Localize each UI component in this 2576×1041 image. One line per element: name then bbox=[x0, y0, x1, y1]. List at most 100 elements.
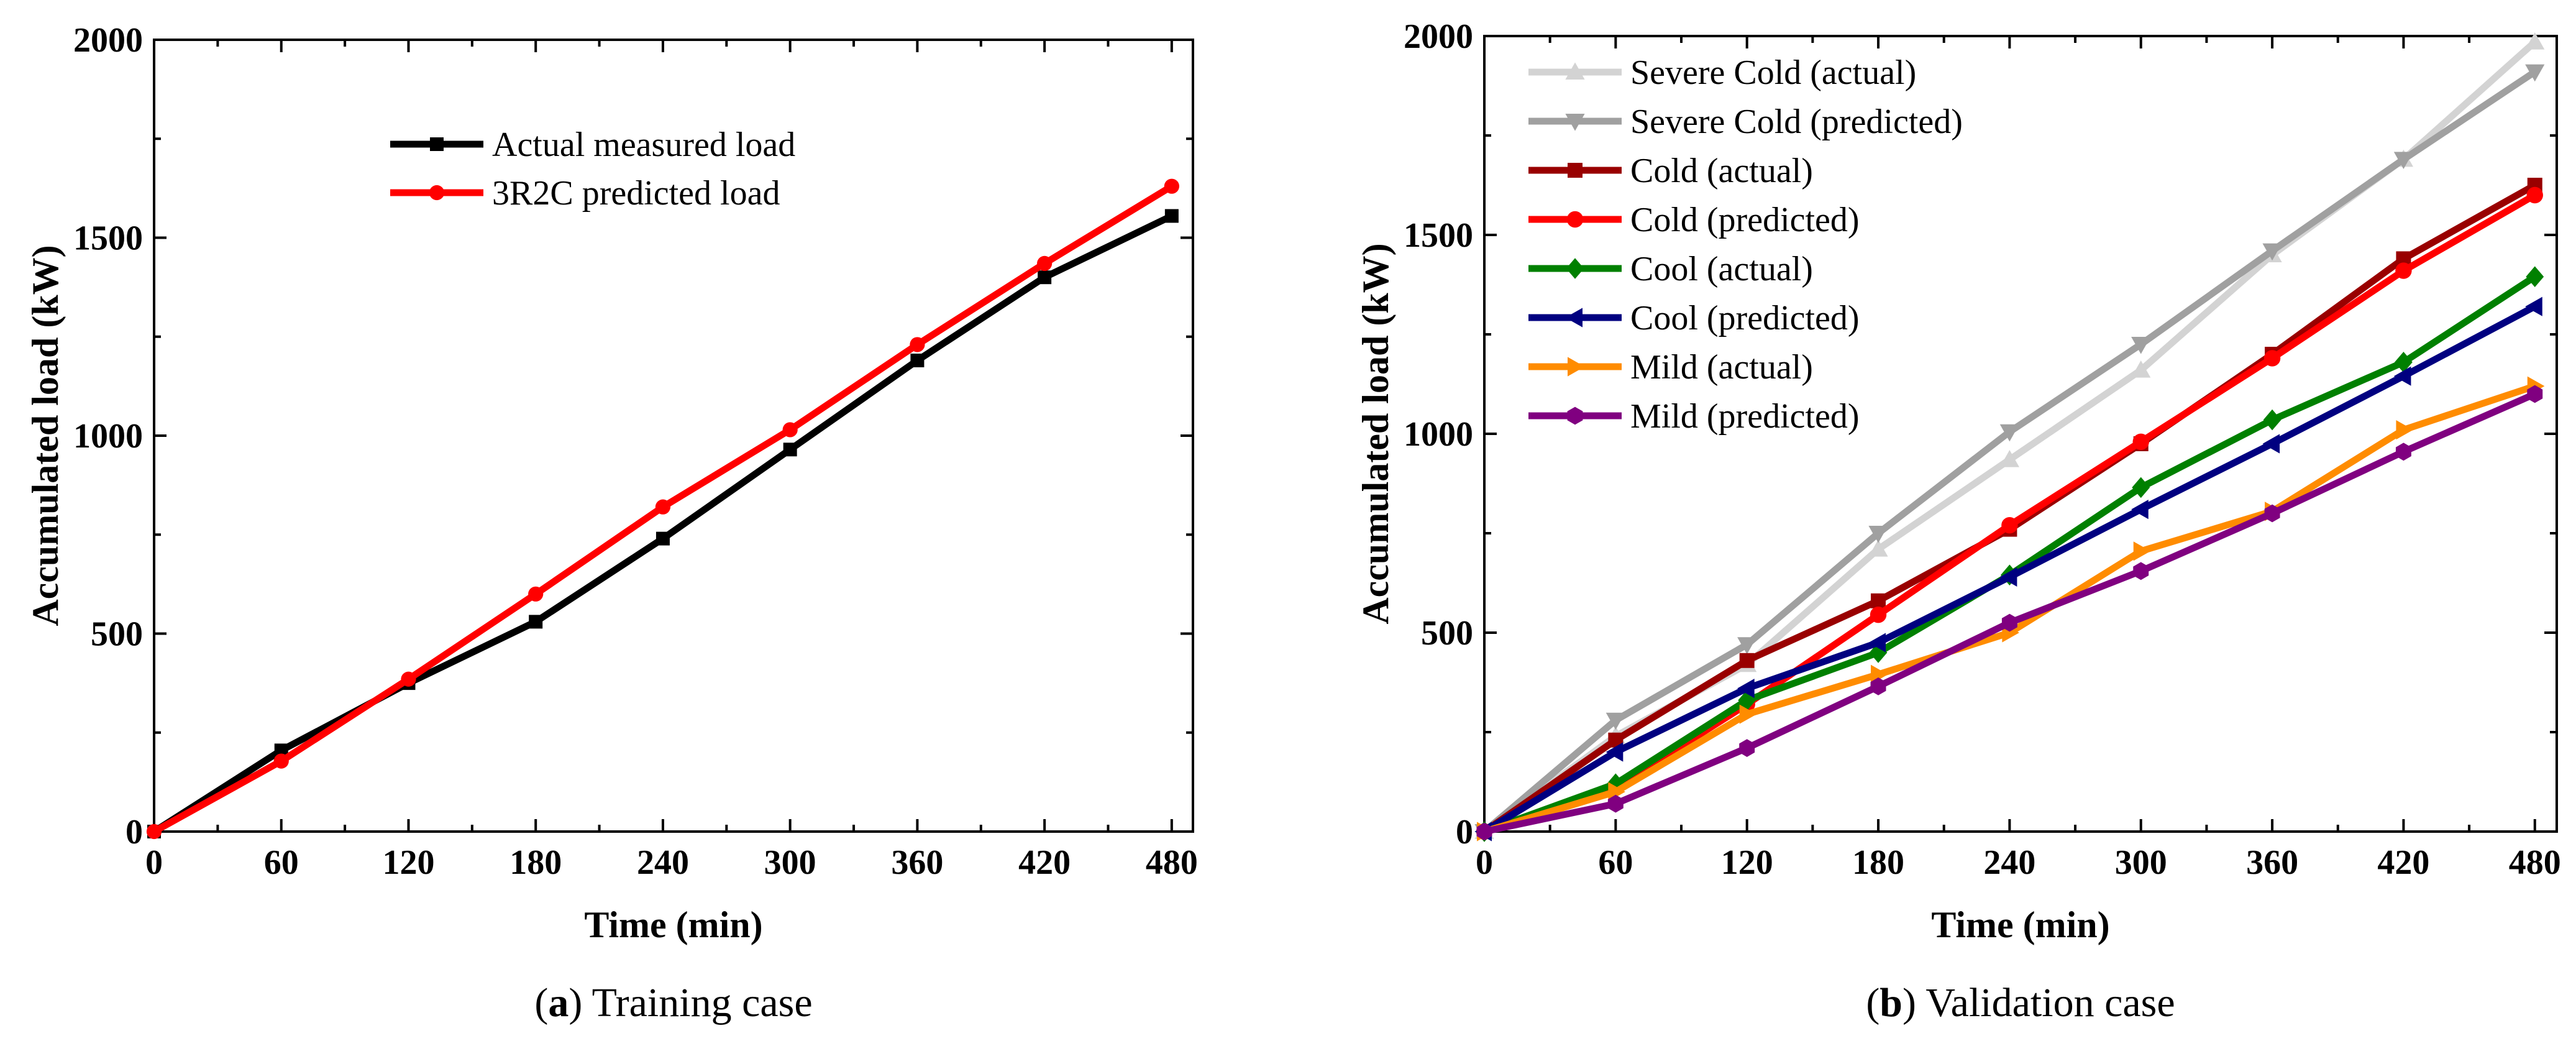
data-point-3r2c-predicted-load bbox=[401, 671, 416, 687]
x-tick-label: 420 bbox=[2377, 843, 2429, 882]
y-axis-title: Accumulated load (kW) bbox=[25, 245, 66, 626]
data-point-3r2c-predicted-load bbox=[1164, 178, 1179, 194]
data-point-severe-cold-predicted bbox=[2393, 152, 2414, 169]
data-point-cool-predicted bbox=[2525, 296, 2542, 316]
caption-paren-open: ( bbox=[1866, 980, 1879, 1025]
x-tick-label: 180 bbox=[1852, 843, 1904, 882]
legend-swatch-marker bbox=[1565, 308, 1583, 328]
data-point-severe-cold-predicted bbox=[2262, 243, 2282, 261]
caption-paren-open: ( bbox=[534, 980, 548, 1025]
legend-label: Cold (actual) bbox=[1630, 152, 1813, 190]
panel-a-training-case: 0 60 120 180 240 300 360 420 480 0 500 1000 1500 2000… bbox=[25, 21, 1198, 1025]
data-point-cool-predicted bbox=[1737, 679, 1755, 699]
data-point-actual-measured-load bbox=[1164, 209, 1179, 223]
y-tick-label: 500 bbox=[91, 615, 143, 654]
legend-swatch-marker bbox=[1565, 62, 1585, 80]
x-tick-label: 180 bbox=[509, 843, 562, 882]
legend-swatch-marker bbox=[1567, 406, 1583, 425]
data-point-cold-predicted bbox=[2263, 350, 2281, 367]
caption-letter: b bbox=[1879, 980, 1902, 1025]
y-tick-label: 1000 bbox=[73, 417, 143, 456]
legend-swatch-marker bbox=[429, 185, 445, 201]
data-point-actual-measured-load bbox=[1038, 270, 1052, 285]
y-tick-label: 500 bbox=[1421, 614, 1473, 653]
legend-swatch-marker bbox=[1568, 357, 1585, 377]
data-point-cold-predicted bbox=[2526, 186, 2543, 204]
series-line-actual-measured-load bbox=[150, 212, 1176, 835]
caption-letter: a bbox=[548, 980, 569, 1025]
x-tick-label: 120 bbox=[1721, 843, 1773, 882]
panel-caption: (b) Validation case bbox=[1866, 980, 2175, 1025]
x-tick-label: 60 bbox=[264, 843, 299, 882]
panel-b-validation-case: 0 60 120 180 240 300 360 420 480 0 500 1000 1500 2000… bbox=[1355, 17, 2561, 1025]
data-point-3r2c-predicted-load bbox=[782, 422, 798, 438]
x-tick-label: 240 bbox=[1983, 843, 2035, 882]
data-point-3r2c-predicted-load bbox=[655, 499, 671, 515]
data-point-3r2c-predicted-load bbox=[273, 753, 289, 769]
data-point-mild-predicted bbox=[2395, 443, 2411, 461]
y-tick-label: 1500 bbox=[73, 219, 143, 258]
legend-label: 3R2C predicted load bbox=[492, 174, 780, 213]
legend-swatch-marker bbox=[1566, 258, 1584, 279]
legend-label: Mild (predicted) bbox=[1630, 397, 1860, 436]
data-point-cold-predicted bbox=[2001, 517, 2018, 534]
x-tick-label: 420 bbox=[1018, 843, 1071, 882]
data-point-cool-actual bbox=[2263, 409, 2281, 431]
legend-swatch-marker bbox=[1566, 211, 1584, 228]
data-point-3r2c-predicted-load bbox=[528, 586, 544, 602]
x-tick-label: 240 bbox=[637, 843, 689, 882]
data-point-mild-predicted bbox=[2264, 504, 2280, 523]
series-3r2c-predicted-load bbox=[146, 178, 1179, 840]
x-tick-label: 360 bbox=[2246, 843, 2298, 882]
x-tick-label: 0 bbox=[145, 843, 163, 882]
legend-item-cold-actual: Cold (actual) bbox=[1528, 152, 1813, 190]
data-point-cool-predicted bbox=[2131, 500, 2149, 520]
data-point-mild-predicted bbox=[1870, 677, 1886, 695]
data-point-mild-actual bbox=[1739, 704, 1757, 724]
caption-paren-close: ) bbox=[1902, 980, 1925, 1025]
legend-item-cool-actual: Cool (actual) bbox=[1528, 250, 1813, 288]
x-tick-label: 360 bbox=[891, 843, 943, 882]
x-tick-label: 60 bbox=[1598, 843, 1633, 882]
y-tick-label: 1500 bbox=[1404, 216, 1473, 255]
data-point-cool-predicted bbox=[1868, 633, 1886, 653]
x-tick-label: 120 bbox=[382, 843, 434, 882]
caption-text: Validation case bbox=[1925, 980, 2175, 1025]
data-point-cool-actual bbox=[2395, 352, 2413, 373]
legend-swatch-marker bbox=[430, 137, 444, 151]
series-actual-measured-load bbox=[147, 209, 1179, 838]
data-point-mild-actual bbox=[2133, 541, 2151, 561]
legend-item-severe-cold-actual: Severe Cold (actual) bbox=[1528, 53, 1916, 92]
caption-paren-close: ) bbox=[569, 980, 591, 1025]
data-point-cool-actual bbox=[2132, 477, 2150, 498]
data-point-severe-cold-predicted bbox=[2525, 64, 2545, 82]
legend-item-3r2c-predicted-load: 3R2C predicted load bbox=[390, 174, 780, 213]
data-point-cold-predicted bbox=[2395, 262, 2412, 279]
x-axis-title: Time (min) bbox=[584, 904, 762, 945]
data-point-cool-predicted bbox=[1605, 742, 1624, 762]
legend-label: Mild (actual) bbox=[1630, 348, 1813, 387]
data-point-actual-measured-load bbox=[783, 443, 797, 457]
y-tick-label: 1000 bbox=[1404, 415, 1473, 454]
legend-item-actual-measured-load: Actual measured load bbox=[390, 126, 795, 164]
x-tick-label: 300 bbox=[2115, 843, 2167, 882]
y-tick-label: 2000 bbox=[73, 21, 143, 60]
legend-label: Severe Cold (predicted) bbox=[1630, 103, 1963, 141]
legend-label: Cool (predicted) bbox=[1630, 299, 1860, 337]
data-point-cool-predicted bbox=[1999, 567, 2017, 587]
legend-item-cool-predicted: Cool (predicted) bbox=[1528, 299, 1860, 337]
data-point-severe-cold-predicted bbox=[2131, 337, 2151, 354]
legend-item-severe-cold-predicted: Severe Cold (predicted) bbox=[1528, 103, 1963, 141]
x-tick-label: 0 bbox=[1476, 843, 1493, 882]
legend-item-cold-predicted: Cold (predicted) bbox=[1528, 201, 1860, 239]
caption-text: Training case bbox=[592, 980, 813, 1025]
data-point-cool-actual bbox=[2526, 266, 2544, 287]
y-tick-label: 2000 bbox=[1404, 17, 1473, 56]
data-point-actual-measured-load bbox=[529, 615, 543, 629]
legend-item-mild-actual: Mild (actual) bbox=[1528, 348, 1813, 387]
data-point-severe-cold-predicted bbox=[1605, 712, 1625, 730]
data-point-mild-predicted bbox=[2133, 562, 2149, 580]
data-point-actual-measured-load bbox=[274, 743, 288, 758]
data-point-cold-actual bbox=[1739, 653, 1755, 668]
